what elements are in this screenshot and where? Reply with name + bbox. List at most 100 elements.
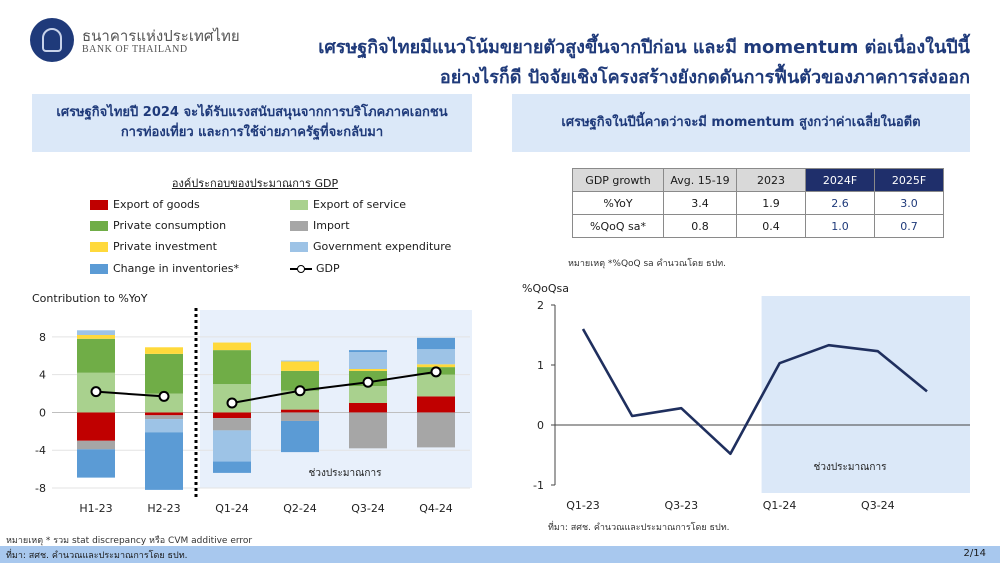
bar-segment-change-in-inventories [213, 461, 251, 473]
bar-segment-export-of-goods [145, 412, 183, 416]
legend-item-government-expenditure: Government expenditure [290, 240, 451, 253]
legend-item-private-investment: Private investment [90, 240, 217, 253]
table-cell: 0.4 [736, 214, 806, 238]
table-header-cell: 2024F [805, 168, 875, 192]
left-panel-heading-text: เศรษฐกิจไทยปี 2024 จะได้รับแรงสนับสนุนจา… [56, 105, 448, 140]
y-tick-label: 4 [39, 369, 46, 382]
y-tick-label: 0 [39, 406, 46, 419]
bar-segment-government-expenditure [77, 330, 115, 335]
bar-segment-private-consumption [281, 370, 319, 391]
bar-segment-change-in-inventories [145, 432, 183, 490]
forecast-period-label: ช่วงประมาณการ [814, 462, 888, 473]
bank-name-english: BANK OF THAILAND [82, 44, 188, 55]
x-tick-label: Q1-23 [566, 499, 600, 512]
bar-segment-export-of-service [417, 374, 455, 397]
gdp-growth-table: GDP growth Avg. 15-19 2023 2024F 2025F %… [572, 168, 944, 238]
x-tick-label: Q4-24 [419, 502, 453, 515]
bar-segment-import [281, 412, 319, 421]
bar-segment-export-of-service [145, 393, 183, 413]
table-note: หมายเหตุ *%QoQ sa คำนวณโดย ธปท. [568, 259, 727, 269]
y-tick-label: -1 [533, 479, 544, 492]
x-tick-label: Q1-24 [763, 499, 797, 512]
x-tick-label: Q2-24 [283, 502, 317, 515]
slide-title-line-1: เศรษฐกิจไทยมีแนวโน้มขยายตัวสูงขึ้นจากปีก… [318, 37, 970, 58]
bar-segment-import [213, 418, 251, 431]
bar-segment-government-expenditure [417, 349, 455, 365]
table-cell: 2.6 [805, 191, 875, 215]
table-cell: 0.7 [874, 214, 944, 238]
table-header-cell: 2023 [736, 168, 806, 192]
bar-segment-private-consumption [213, 350, 251, 385]
bar-segment-change-in-inventories [349, 350, 387, 352]
legend-item-export-goods: Export of goods [90, 198, 200, 211]
bar-segment-export-of-service [349, 386, 387, 403]
left-chart-note: หมายเหตุ * รวม stat discrepancy หรือ CVM… [6, 536, 253, 546]
bar-segment-government-expenditure [281, 360, 319, 362]
table-header-cell: 2025F [874, 168, 944, 192]
bank-logo [30, 18, 74, 62]
slide-title-line-2: อย่างไรก็ดี ปัจจัยเชิงโครงสร้างยังกดดันก… [439, 67, 970, 88]
bar-segment-import [77, 440, 115, 450]
gdp-point [430, 366, 442, 378]
y-axis-label: %QoQsa [522, 282, 569, 295]
gdp-point [294, 385, 306, 397]
bar-segment-import [145, 415, 183, 420]
x-tick-label: H2-23 [147, 502, 180, 515]
bar-segment-import [417, 412, 455, 448]
right-panel-heading-text: เศรษฐกิจในปีนี้คาดว่าจะมี momentum สูงกว… [561, 115, 921, 130]
bar-segment-government-expenditure [349, 352, 387, 369]
x-tick-label: Q3-23 [664, 499, 698, 512]
right-panel-heading: เศรษฐกิจในปีนี้คาดว่าจะมี momentum สูงกว… [512, 94, 970, 152]
gdp-point [226, 397, 238, 409]
bar-segment-import [349, 412, 387, 449]
gdp-components-chart: -8 -4 0 4 8 H1-23 H2-23 Q1-24 Q2-24 Q3-24 Q4-24 ช่ว… [35, 308, 472, 515]
bar-segment-private-investment [213, 342, 251, 351]
y-tick-label: 8 [39, 331, 46, 344]
bar-segment-private-investment [281, 361, 319, 371]
legend-item-private-consumption: Private consumption [90, 219, 226, 232]
x-tick-label: Q3-24 [861, 499, 895, 512]
bar-segment-private-investment [77, 335, 115, 339]
bar-segment-export-of-goods [349, 403, 387, 413]
bar-segment-export-of-service [281, 390, 319, 410]
forecast-shading [761, 296, 970, 493]
table-row: %QoQ sa* 0.8 0.4 1.0 0.7 [572, 214, 944, 238]
bar-segment-change-in-inventories [77, 449, 115, 478]
table-cell: 3.0 [874, 191, 944, 215]
table-cell: 0.8 [663, 214, 737, 238]
bank-name-thai: ธนาคารแห่งประเทศไทย [82, 27, 240, 45]
bar-segment-change-in-inventories [281, 420, 319, 453]
table-header-row: GDP growth Avg. 15-19 2023 2024F 2025F [572, 168, 944, 192]
page-number: 2/14 [963, 548, 986, 559]
table-cell: %YoY [572, 191, 664, 215]
y-tick-label: 2 [537, 299, 544, 312]
gdp-components-chart-title: องค์ประกอบของประมาณการ GDP [171, 177, 339, 190]
footer-bar [0, 546, 1000, 563]
bar-segment-change-in-inventories [417, 337, 455, 350]
bar-segment-export-of-goods [213, 412, 251, 419]
table-header-cell: Avg. 15-19 [663, 168, 737, 192]
left-chart-y-label: Contribution to %YoY [32, 292, 148, 305]
table-cell: 1.9 [736, 191, 806, 215]
left-panel-heading: เศรษฐกิจไทยปี 2024 จะได้รับแรงสนับสนุนจา… [32, 94, 472, 152]
legend-item-import: Import [290, 219, 350, 232]
table-header-cell: GDP growth [572, 168, 664, 192]
legend-item-gdp: GDP [290, 262, 340, 275]
bar-segment-export-of-goods [417, 396, 455, 413]
bar-segment-export-of-goods [77, 412, 115, 441]
table-cell: 1.0 [805, 214, 875, 238]
bar-segment-private-consumption [145, 353, 183, 394]
x-tick-label: Q1-24 [215, 502, 249, 515]
bar-segment-government-expenditure [213, 430, 251, 462]
legend-item-export-service: Export of service [290, 198, 406, 211]
bar-segment-government-expenditure [145, 419, 183, 433]
y-tick-label: 1 [537, 359, 544, 372]
bar-segment-private-investment [417, 364, 455, 368]
x-tick-label: Q3-24 [351, 502, 385, 515]
x-tick-label: H1-23 [79, 502, 112, 515]
qoq-line-chart: %QoQsa -1 0 1 2 Q1-23 Q3-23 Q1-24 Q3-24 ช่วงประมา… [522, 282, 970, 512]
qoq-series-line [581, 328, 928, 456]
bar-segment-private-investment [349, 369, 387, 371]
forecast-period-label: ช่วงประมาณการ [309, 468, 383, 479]
footer-source: ที่มา: สศช. คำนวณและประมาณการโดย ธปท. [6, 551, 188, 561]
